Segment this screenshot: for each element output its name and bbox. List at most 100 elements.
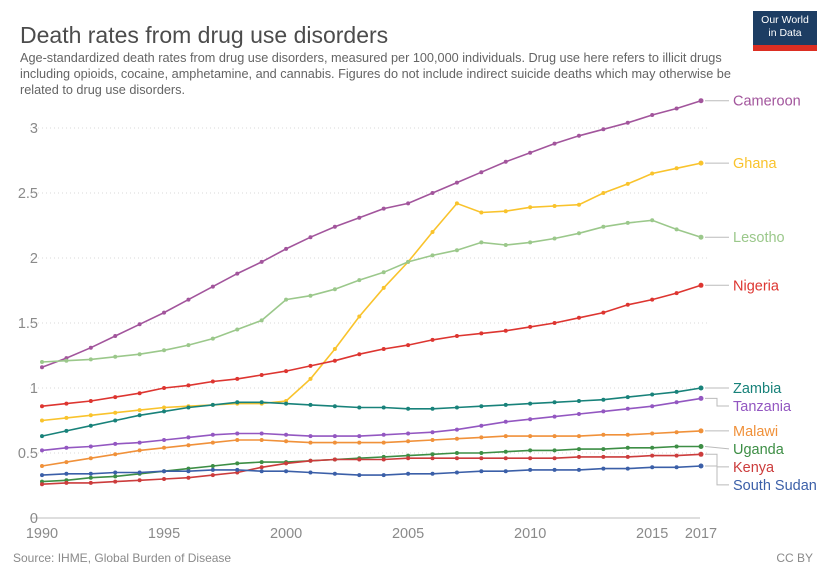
series-line-ghana[interactable] — [41, 162, 702, 422]
data-point-south-sudan — [503, 469, 508, 474]
data-point-zambia — [552, 400, 557, 405]
data-point-lesotho — [552, 236, 557, 241]
data-point-malawi — [479, 435, 484, 440]
data-point-nigeria — [601, 310, 606, 315]
series-malawi — [40, 428, 704, 468]
data-point-nigeria — [284, 369, 289, 374]
data-point-malawi — [64, 460, 69, 465]
series-label-south-sudan[interactable]: South Sudan — [733, 478, 817, 494]
owid-logo[interactable]: Our World in Data — [753, 11, 817, 51]
data-point-ghana — [357, 314, 362, 319]
data-point-lesotho — [88, 357, 93, 362]
series-ghana — [40, 160, 704, 423]
data-point-zambia — [454, 405, 459, 410]
data-point-south-sudan — [284, 469, 289, 474]
series-label-zambia[interactable]: Zambia — [733, 381, 782, 397]
series-label-uganda[interactable]: Uganda — [733, 442, 785, 458]
series-line-zambia[interactable] — [41, 387, 702, 437]
y-tick-label: 3 — [30, 121, 38, 137]
data-point-malawi — [210, 440, 215, 445]
data-point-nigeria — [503, 328, 508, 333]
data-point-tanzania — [137, 440, 142, 445]
data-point-cameroon — [650, 113, 655, 117]
series-label-cameroon[interactable]: Cameroon — [733, 94, 801, 110]
data-point-malawi — [259, 438, 264, 442]
series-label-malawi[interactable]: Malawi — [733, 424, 778, 440]
data-point-malawi — [357, 440, 362, 445]
data-point-lesotho — [332, 287, 337, 292]
data-point-malawi — [552, 434, 557, 439]
data-point-malawi — [576, 434, 581, 439]
data-point-south-sudan — [552, 467, 557, 472]
data-point-cameroon — [137, 322, 142, 327]
series-line-lesotho[interactable] — [41, 219, 702, 363]
data-point-ghana — [698, 160, 704, 166]
data-point-cameroon — [674, 106, 679, 111]
data-point-cameroon — [186, 297, 191, 302]
series-line-tanzania[interactable] — [41, 397, 702, 452]
series-line-nigeria[interactable] — [41, 284, 702, 407]
data-point-kenya — [210, 473, 215, 478]
data-point-zambia — [406, 406, 411, 411]
data-point-zambia — [357, 405, 362, 410]
series-line-malawi[interactable] — [41, 430, 702, 467]
data-point-malawi — [284, 439, 289, 444]
x-tick-label: 2010 — [514, 526, 546, 542]
data-point-zambia — [259, 400, 264, 405]
data-point-kenya — [406, 456, 411, 461]
data-point-cameroon — [332, 224, 337, 229]
data-point-tanzania — [650, 404, 655, 409]
data-point-lesotho — [235, 327, 240, 332]
x-tick-label: 1990 — [26, 526, 58, 542]
data-point-malawi — [235, 438, 240, 442]
data-point-tanzania — [576, 412, 581, 416]
data-point-cameroon — [479, 170, 484, 175]
data-point-malawi — [113, 452, 118, 457]
data-point-south-sudan — [162, 469, 167, 474]
data-point-kenya — [381, 457, 386, 462]
data-point-zambia — [576, 399, 581, 403]
data-point-uganda — [601, 447, 606, 452]
data-point-zambia — [528, 401, 533, 406]
data-point-uganda — [528, 448, 533, 453]
owid-logo-line1: Our World — [761, 14, 809, 26]
series-line-south-sudan[interactable] — [41, 465, 702, 476]
data-point-tanzania — [88, 444, 93, 449]
series-label-kenya[interactable]: Kenya — [733, 460, 775, 476]
data-point-malawi — [601, 432, 606, 437]
data-point-lesotho — [625, 220, 630, 225]
series-label-tanzania[interactable]: Tanzania — [733, 399, 792, 415]
data-point-cameroon — [259, 259, 264, 264]
data-point-uganda — [88, 475, 93, 480]
data-point-tanzania — [40, 448, 44, 453]
data-point-kenya — [113, 479, 118, 484]
data-point-kenya — [308, 458, 313, 463]
data-point-kenya — [454, 456, 459, 461]
data-point-tanzania — [625, 406, 630, 411]
data-point-lesotho — [381, 270, 386, 275]
series-zambia — [40, 385, 704, 439]
data-point-malawi — [698, 428, 704, 434]
data-point-cameroon — [406, 201, 411, 206]
series-line-cameroon[interactable] — [41, 99, 702, 368]
data-point-south-sudan — [88, 471, 93, 476]
data-point-ghana — [625, 181, 630, 186]
data-point-ghana — [674, 166, 679, 171]
data-point-malawi — [674, 430, 679, 435]
series-label-lesotho[interactable]: Lesotho — [733, 230, 785, 246]
series-label-ghana[interactable]: Ghana — [733, 156, 777, 172]
series-line-kenya[interactable] — [41, 453, 702, 485]
data-point-tanzania — [674, 400, 679, 405]
data-point-lesotho — [357, 278, 362, 283]
data-point-kenya — [162, 477, 167, 481]
data-point-ghana — [528, 205, 533, 210]
data-point-kenya — [552, 456, 557, 461]
data-point-uganda — [479, 451, 484, 455]
data-point-lesotho — [64, 358, 69, 363]
data-point-kenya — [479, 456, 484, 461]
data-point-ghana — [503, 209, 508, 214]
license-link[interactable]: CC BY — [776, 551, 813, 565]
series-label-nigeria[interactable]: Nigeria — [733, 278, 780, 294]
data-point-malawi — [528, 434, 533, 439]
